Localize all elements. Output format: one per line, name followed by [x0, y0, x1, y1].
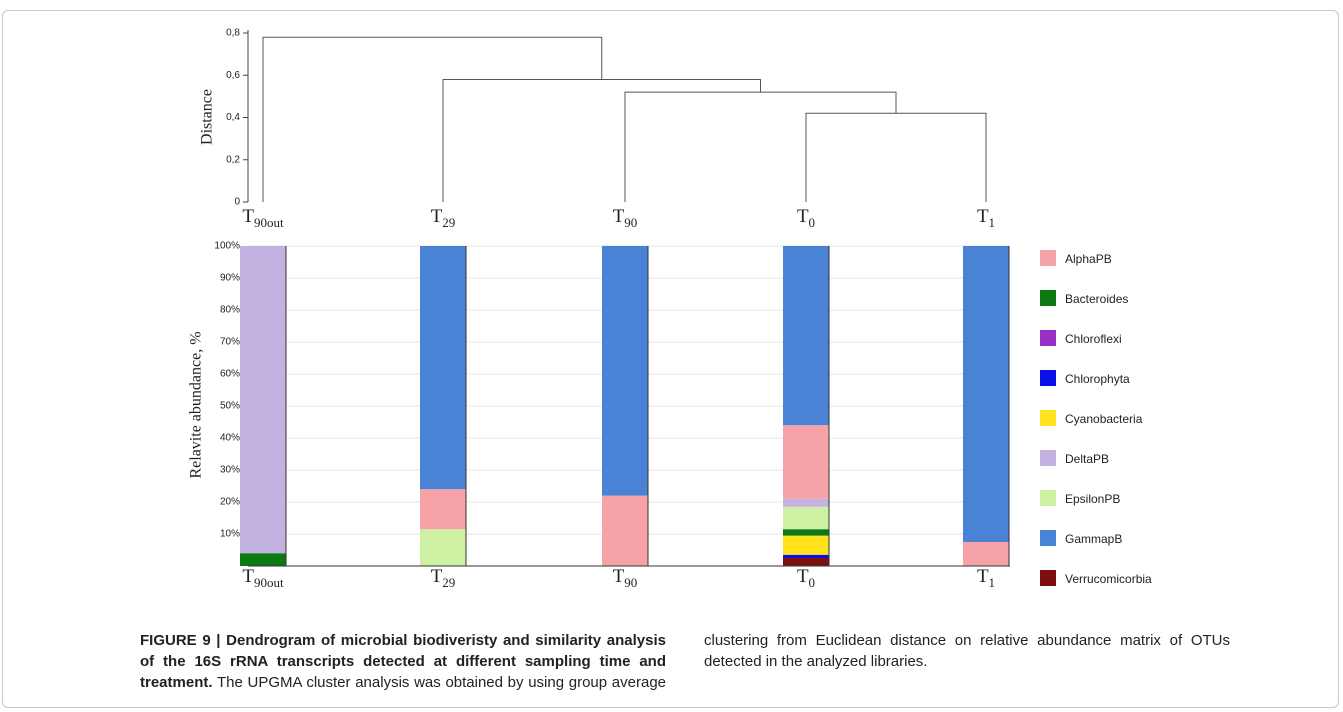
y-tick-label: 0 [234, 197, 240, 208]
bar-segment [783, 506, 829, 530]
y-axis-label: Distance [199, 89, 216, 145]
bar-segment [783, 558, 829, 566]
bar-segment [783, 425, 829, 499]
legend-swatch [1040, 490, 1056, 506]
y-tick-label: 20% [220, 497, 240, 508]
caption: FIGURE 9 | Dendrogram of microbial biodi… [140, 630, 1230, 693]
legend-label: EpsilonPB [1065, 492, 1120, 506]
legend-label: DeltaPB [1065, 452, 1109, 466]
bar-segment [783, 554, 829, 558]
bar-segment [602, 246, 648, 496]
y-tick-label: 80% [220, 305, 240, 316]
bar-segment [963, 246, 1009, 542]
caption-label: FIGURE 9 | Dendrogram of microbial biodi… [140, 632, 666, 691]
legend-label: Verrucomicorbia [1065, 572, 1152, 586]
bar-segment [783, 246, 829, 426]
x-tick-label: T90out [242, 566, 284, 590]
legend-swatch [1040, 530, 1056, 546]
legend-label: Cyanobacteria [1065, 412, 1143, 426]
y-tick-label: 0,2 [226, 154, 240, 165]
leaf-label: T90 [613, 206, 638, 230]
dendrogram-link [624, 91, 897, 202]
legend-swatch [1040, 290, 1056, 306]
y-tick-label: 40% [220, 433, 240, 444]
y-axis-label: Relavite abundance, % [188, 331, 205, 478]
legend-swatch [1040, 370, 1056, 386]
bar-segment [420, 246, 466, 490]
figure: Distance Relavite abundance, % 0 0,2 0,4 0,… [188, 28, 1152, 590]
legend-label: Bacteroides [1065, 292, 1128, 306]
dendrogram-link [805, 112, 987, 202]
bar-segment [602, 495, 648, 566]
bar-segment [963, 542, 1009, 566]
leaf-label: T1 [977, 206, 995, 230]
bar-segment [420, 529, 466, 566]
y-tick-label: 0,6 [226, 70, 240, 81]
bar-segment [420, 489, 466, 530]
y-tick-label: 30% [220, 465, 240, 476]
leaf-label: T29 [431, 206, 456, 230]
bar-segment [783, 535, 829, 555]
legend-swatch [1040, 330, 1056, 346]
legend-swatch [1040, 570, 1056, 586]
y-tick-label: 70% [220, 337, 240, 348]
legend-label: AlphaPB [1065, 252, 1112, 266]
y-tick-label: 60% [220, 369, 240, 380]
x-tick-label: T90 [613, 566, 638, 590]
legend-swatch [1040, 450, 1056, 466]
legend-swatch [1040, 410, 1056, 426]
bar-segment [783, 498, 829, 507]
x-tick-label: T1 [977, 566, 995, 590]
legend-label: Chlorophyta [1065, 372, 1130, 386]
legend-swatch [1040, 250, 1056, 266]
bar-segment [783, 529, 829, 536]
y-tick-label: 90% [220, 273, 240, 284]
y-tick-label: 0,8 [226, 28, 240, 39]
figure-frame [2, 10, 1339, 708]
legend-label: Chloroflexi [1065, 332, 1122, 346]
bar-segment [240, 246, 286, 554]
x-tick-label: T29 [431, 566, 456, 590]
y-tick-label: 10% [220, 529, 240, 540]
leaf-label: T0 [797, 206, 815, 230]
dendrogram-link [442, 78, 761, 202]
dendrogram-link [262, 36, 603, 202]
y-tick-label: 50% [220, 401, 240, 412]
caption-text: The UPGMA cluster analysis was obtained … [216, 632, 1230, 691]
y-tick-label: 100% [214, 241, 240, 252]
leaf-label: T90out [242, 206, 284, 230]
legend-label: GammapB [1065, 532, 1122, 546]
x-tick-label: T0 [797, 566, 815, 590]
bar-segment [240, 553, 286, 566]
y-tick-label: 0,4 [226, 112, 240, 123]
